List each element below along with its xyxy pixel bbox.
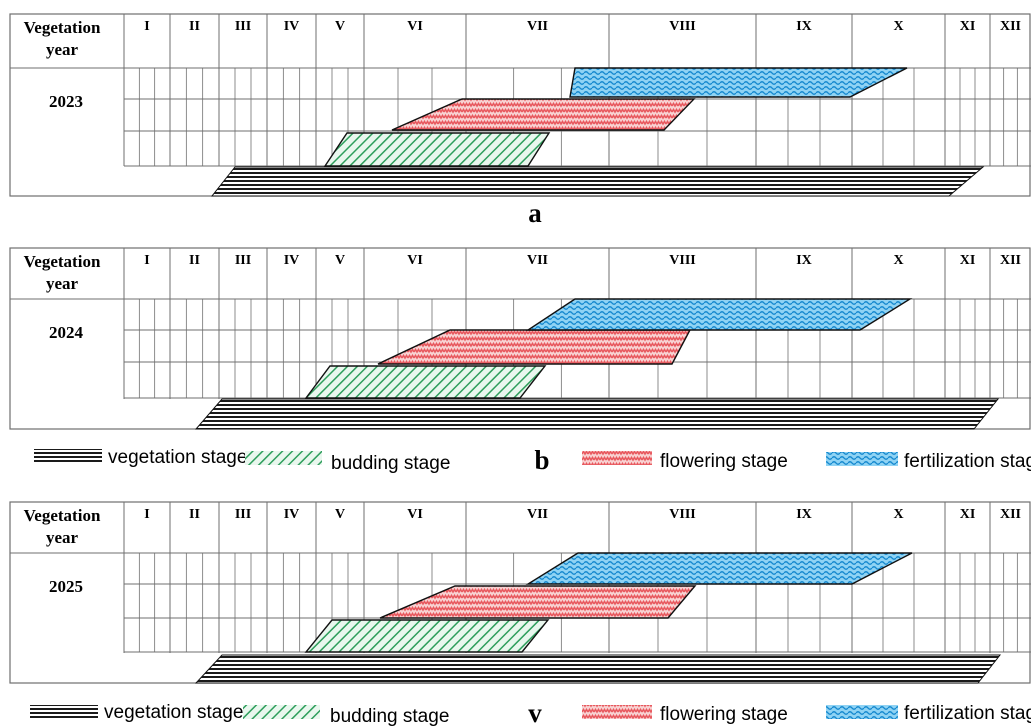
- header-vegetation: Vegetation: [24, 18, 101, 37]
- band-flowering-stage: [377, 329, 692, 365]
- month-label-X: X: [893, 19, 903, 34]
- month-label-I: I: [144, 507, 149, 522]
- month-label-V: V: [335, 19, 345, 34]
- legend-swatch-fertilization: [826, 705, 898, 719]
- year-label: 2024: [49, 323, 84, 342]
- month-label-X: X: [893, 507, 903, 522]
- year-label: 2023: [49, 92, 83, 111]
- month-label-II: II: [189, 19, 200, 34]
- band-budding-stage: [323, 132, 551, 167]
- legend-budding-label: budding stage: [331, 453, 450, 474]
- panel-label-b: b: [534, 445, 549, 475]
- header-year: year: [46, 528, 79, 547]
- legend-swatch-fertilization: [826, 452, 898, 466]
- header-vegetation: Vegetation: [24, 252, 101, 271]
- legend-budding-label: budding stage: [330, 706, 449, 727]
- month-label-III: III: [235, 253, 251, 268]
- band-vegetation-stage: [194, 654, 1002, 684]
- header-vegetation: Vegetation: [24, 506, 101, 525]
- legend-swatch-flowering: [582, 451, 652, 465]
- month-label-XI: XI: [960, 507, 976, 522]
- month-label-VII: VII: [527, 253, 548, 268]
- legend-fertilization-label: fertilization stage: [904, 703, 1031, 724]
- month-label-VIII: VIII: [669, 253, 695, 268]
- month-label-V: V: [335, 253, 345, 268]
- band-fertilization-stage: [569, 67, 908, 98]
- panel-label-a: a: [528, 198, 542, 228]
- month-label-IV: IV: [284, 507, 300, 522]
- month-label-VI: VI: [407, 253, 423, 268]
- month-label-III: III: [235, 507, 251, 522]
- month-label-VIII: VIII: [669, 507, 695, 522]
- band-fertilization-stage: [525, 552, 913, 585]
- month-label-IX: IX: [796, 253, 812, 268]
- header-year: year: [46, 40, 79, 59]
- header-year: year: [46, 274, 79, 293]
- legend-swatch-flowering: [582, 705, 652, 719]
- legend-swatch-vegetation: [34, 449, 102, 463]
- month-label-VIII: VIII: [669, 19, 695, 34]
- month-label-I: I: [144, 19, 149, 34]
- legend-swatch-vegetation: [30, 705, 98, 719]
- month-label-V: V: [335, 507, 345, 522]
- band-flowering-stage: [379, 585, 697, 619]
- panel-label-v: v: [528, 698, 542, 728]
- month-label-IV: IV: [284, 253, 300, 268]
- month-label-III: III: [235, 19, 251, 34]
- month-label-II: II: [189, 507, 200, 522]
- year-label: 2025: [49, 577, 83, 596]
- legend-swatch-budding: [243, 705, 320, 719]
- band-flowering-stage: [391, 98, 696, 131]
- band-fertilization-stage: [525, 298, 913, 331]
- month-label-XII: XII: [1000, 253, 1021, 268]
- month-label-X: X: [893, 253, 903, 268]
- band-vegetation-stage: [210, 166, 985, 197]
- month-label-I: I: [144, 253, 149, 268]
- month-label-VI: VI: [407, 19, 423, 34]
- band-budding-stage: [304, 365, 547, 399]
- month-label-VII: VII: [527, 19, 548, 34]
- legend-vegetation-label: vegetation stage: [104, 702, 243, 723]
- legend-flowering-label: flowering stage: [660, 704, 788, 725]
- legend-fertilization-label: fertilization stage: [904, 451, 1031, 472]
- month-label-XI: XI: [960, 19, 976, 34]
- month-label-XII: XII: [1000, 507, 1021, 522]
- legend-v: vegetation stage budding stage v floweri…: [30, 698, 1031, 728]
- month-label-VII: VII: [527, 507, 548, 522]
- month-label-IX: IX: [796, 19, 812, 34]
- month-label-IX: IX: [796, 507, 812, 522]
- legend-swatch-budding: [245, 451, 322, 465]
- legend-vegetation-label: vegetation stage: [108, 447, 247, 468]
- month-label-XII: XII: [1000, 19, 1021, 34]
- month-label-IV: IV: [284, 19, 300, 34]
- month-label-VI: VI: [407, 507, 423, 522]
- month-label-XI: XI: [960, 253, 976, 268]
- month-label-II: II: [189, 253, 200, 268]
- legend-flowering-label: flowering stage: [660, 451, 788, 472]
- band-budding-stage: [304, 619, 550, 653]
- band-vegetation-stage: [194, 398, 1000, 430]
- legend-b: vegetation stage budding stage b floweri…: [34, 445, 1031, 475]
